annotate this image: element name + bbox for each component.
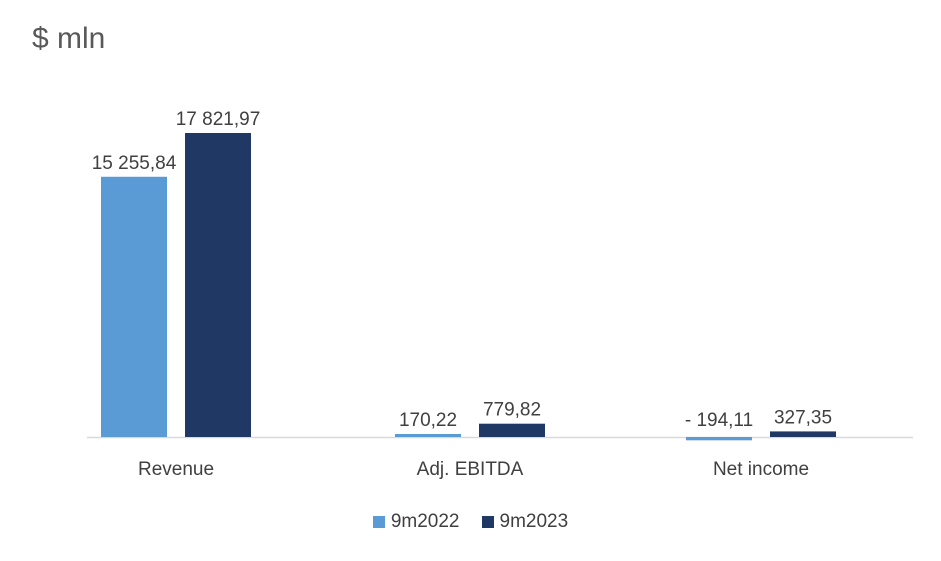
bar-9m2022-0 bbox=[101, 176, 167, 437]
chart-title: $ mln bbox=[32, 22, 106, 55]
legend-label-9m2022: 9m2022 bbox=[390, 511, 460, 532]
data-label-9m2022-1: 170,22 bbox=[399, 410, 457, 431]
bar-9m2022-2 bbox=[686, 437, 752, 441]
legend-label-9m2023: 9m2023 bbox=[499, 511, 569, 532]
legend-swatch-9m2023 bbox=[481, 516, 494, 528]
legend-swatch-9m2022 bbox=[372, 516, 385, 528]
legend: 9m2022 9m2023 bbox=[0, 511, 941, 533]
category-label-2: Net income bbox=[713, 459, 809, 480]
bar-9m2022-1 bbox=[395, 434, 461, 437]
bar-9m2023-1 bbox=[479, 423, 545, 437]
data-label-9m2023-1: 779,82 bbox=[483, 400, 541, 421]
legend-item-9m2022: 9m2022 bbox=[372, 511, 460, 533]
category-label-0: Revenue bbox=[138, 459, 214, 480]
data-label-9m2022-2: - 194,11 bbox=[685, 410, 753, 431]
data-label-9m2022-0: 15 255,84 bbox=[92, 153, 177, 174]
bar-9m2023-2 bbox=[770, 431, 836, 437]
data-label-9m2023-2: 327,35 bbox=[774, 407, 832, 428]
category-label-1: Adj. EBITDA bbox=[417, 459, 524, 480]
data-label-9m2023-0: 17 821,97 bbox=[176, 109, 261, 130]
bar-9m2023-0 bbox=[185, 133, 251, 437]
legend-item-9m2023: 9m2023 bbox=[481, 511, 569, 533]
